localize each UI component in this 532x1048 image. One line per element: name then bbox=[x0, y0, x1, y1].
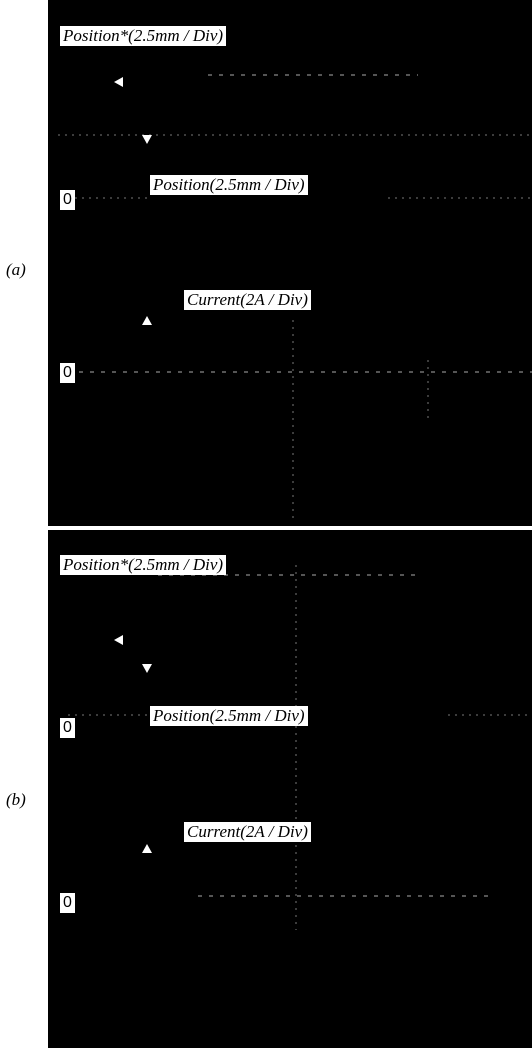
zero-label: 0 bbox=[60, 190, 75, 210]
annotation: Position(2.5mm / Div) bbox=[150, 706, 308, 726]
annotation: Position*(2.5mm / Div) bbox=[60, 555, 226, 575]
annotation: Current(2A / Div) bbox=[184, 822, 311, 842]
zero-label: 0 bbox=[60, 363, 75, 383]
zero-label: 0 bbox=[60, 893, 75, 913]
scope-panel: Position*(2.5mm / Div) Position(2.5mm / … bbox=[48, 530, 532, 1048]
panel-label: (a) bbox=[6, 260, 26, 280]
annotation: Current(2A / Div) bbox=[184, 290, 311, 310]
scope-panel: Position*(2.5mm / Div) Position(2.5mm / … bbox=[48, 0, 532, 526]
annotation: Position(2.5mm / Div) bbox=[150, 175, 308, 195]
traces bbox=[48, 0, 532, 526]
zero-label: 0 bbox=[60, 718, 75, 738]
panel-label: (b) bbox=[6, 790, 26, 810]
annotation: Position*(2.5mm / Div) bbox=[60, 26, 226, 46]
traces bbox=[48, 530, 532, 1048]
figure: (a) (b) Position*(2.5mm / Div) Position(… bbox=[0, 0, 532, 1048]
